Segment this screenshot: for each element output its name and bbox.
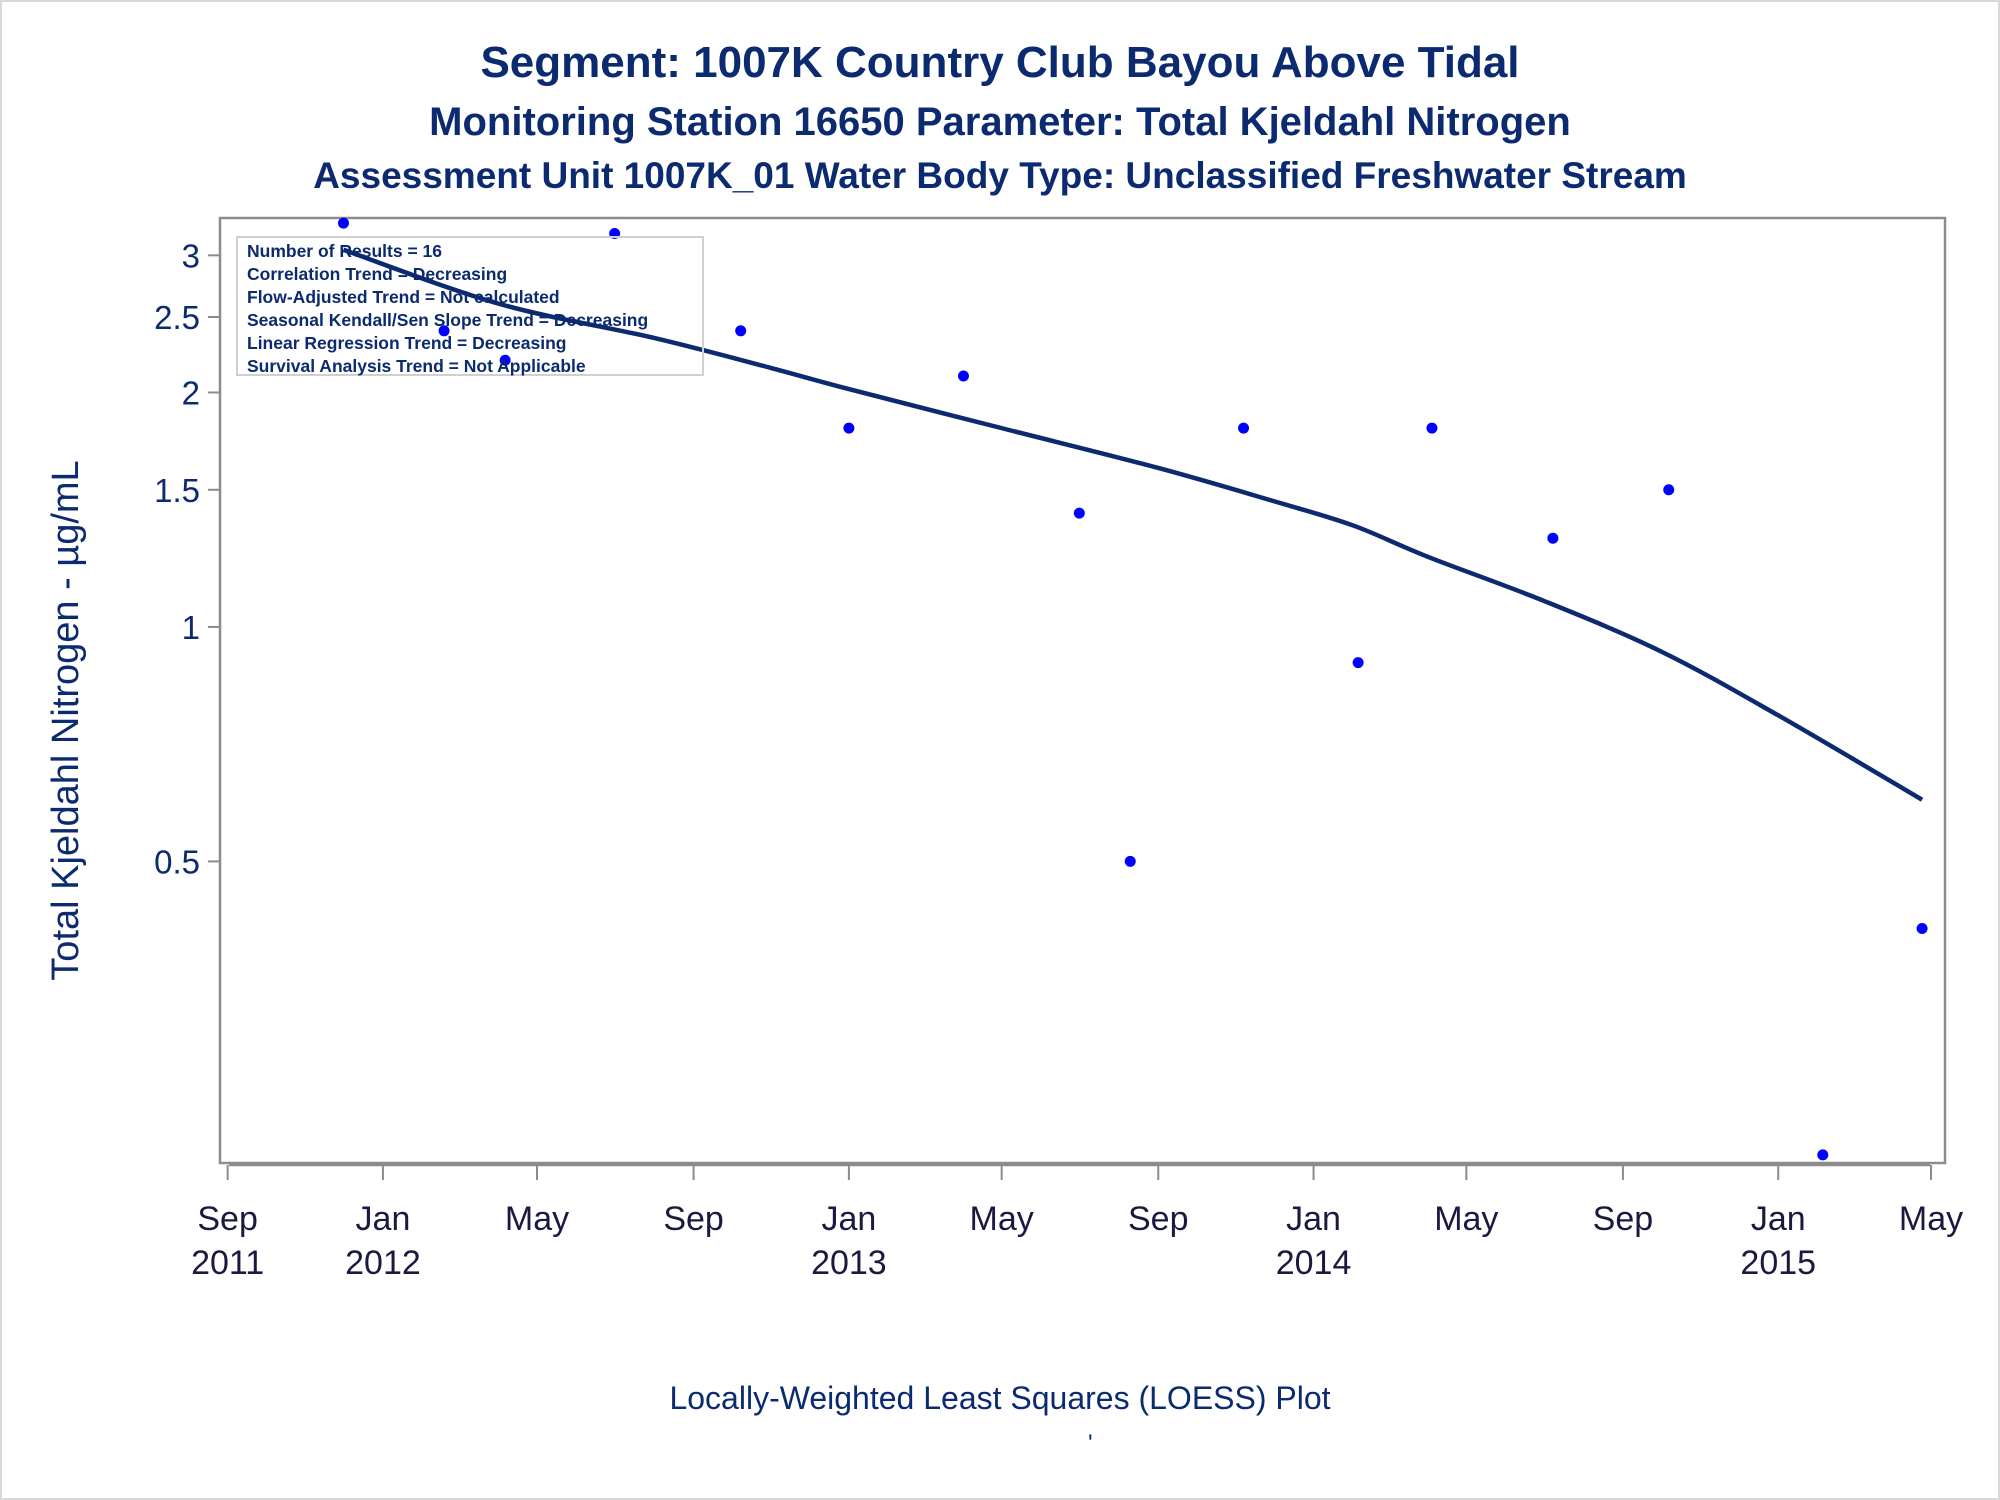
data-point [499, 354, 511, 366]
data-point [1073, 507, 1085, 519]
data-point [1817, 1149, 1829, 1161]
chart-subtitle-assessment: Assessment Unit 1007K_01 Water Body Type… [313, 155, 1687, 196]
x-tick-label-year: 2012 [345, 1244, 421, 1282]
x-tick-label-month: Sep [1593, 1200, 1654, 1238]
plot-area-border [218, 216, 1947, 1165]
y-tick-label: 1 [182, 609, 200, 646]
data-point [1916, 923, 1928, 935]
data-point [735, 325, 747, 337]
footnote-mark: ' [1088, 1430, 1093, 1457]
chart-title: Segment: 1007K Country Club Bayou Above … [480, 38, 1520, 87]
x-tick-label-year: 2014 [1276, 1244, 1352, 1282]
data-point [957, 370, 969, 382]
x-tick-label-year: 2015 [1740, 1244, 1816, 1282]
plot-type-footnote: Locally-Weighted Least Squares (LOESS) P… [669, 1380, 1331, 1416]
x-tick-label-month: Jan [356, 1200, 411, 1238]
x-tick-label-month: Jan [1751, 1200, 1806, 1238]
y-tick-label: 3 [182, 237, 200, 274]
loess-trend-line [342, 247, 1924, 802]
data-point [337, 217, 349, 229]
data-point [1547, 532, 1559, 544]
data-point [1663, 484, 1675, 496]
stat-line-linear-regression: Linear Regression Trend = Decreasing [247, 333, 567, 353]
x-tick-label-month: Sep [197, 1200, 258, 1238]
x-tick-label-month: Sep [1128, 1200, 1189, 1238]
data-point [1238, 422, 1250, 434]
data-point [1352, 657, 1364, 669]
data-point [438, 325, 450, 337]
x-tick-label-month: May [970, 1200, 1034, 1238]
x-tick-label-month: Jan [1286, 1200, 1341, 1238]
data-point [1426, 422, 1438, 434]
x-tick-label-month: Sep [663, 1200, 724, 1238]
stat-line-flow-adjusted: Flow-Adjusted Trend = Not calculated [247, 287, 560, 307]
x-tick-label-year: 2013 [811, 1244, 887, 1282]
stat-line-seasonal-kendall: Seasonal Kendall/Sen Slope Trend = Decre… [247, 310, 649, 330]
x-tick-label-month: Jan [821, 1200, 876, 1238]
y-axis-label: Total Kjeldahl Nitrogen - µg/mL [45, 460, 87, 980]
y-tick-label: 2.5 [154, 299, 200, 336]
data-point [843, 422, 855, 434]
stat-line-results: Number of Results = 16 [247, 241, 442, 261]
y-tick-label: 0.5 [154, 843, 200, 880]
x-tick-label-month: May [505, 1200, 569, 1238]
y-tick-label: 1.5 [154, 472, 200, 509]
x-tick-label-year: 2011 [191, 1244, 264, 1282]
chart-subtitle-station: Monitoring Station 16650 Parameter: Tota… [429, 100, 1571, 144]
trend-statistics-box: Number of Results = 16 Correlation Trend… [236, 236, 704, 376]
x-tick-label-month: May [1434, 1200, 1498, 1238]
stat-line-correlation: Correlation Trend = Decreasing [247, 264, 508, 284]
y-tick-label: 2 [182, 374, 200, 411]
data-point [1124, 855, 1136, 867]
x-tick-label-month: May [1899, 1200, 1963, 1238]
stat-line-survival-analysis: Survival Analysis Trend = Not Applicable [247, 356, 586, 376]
